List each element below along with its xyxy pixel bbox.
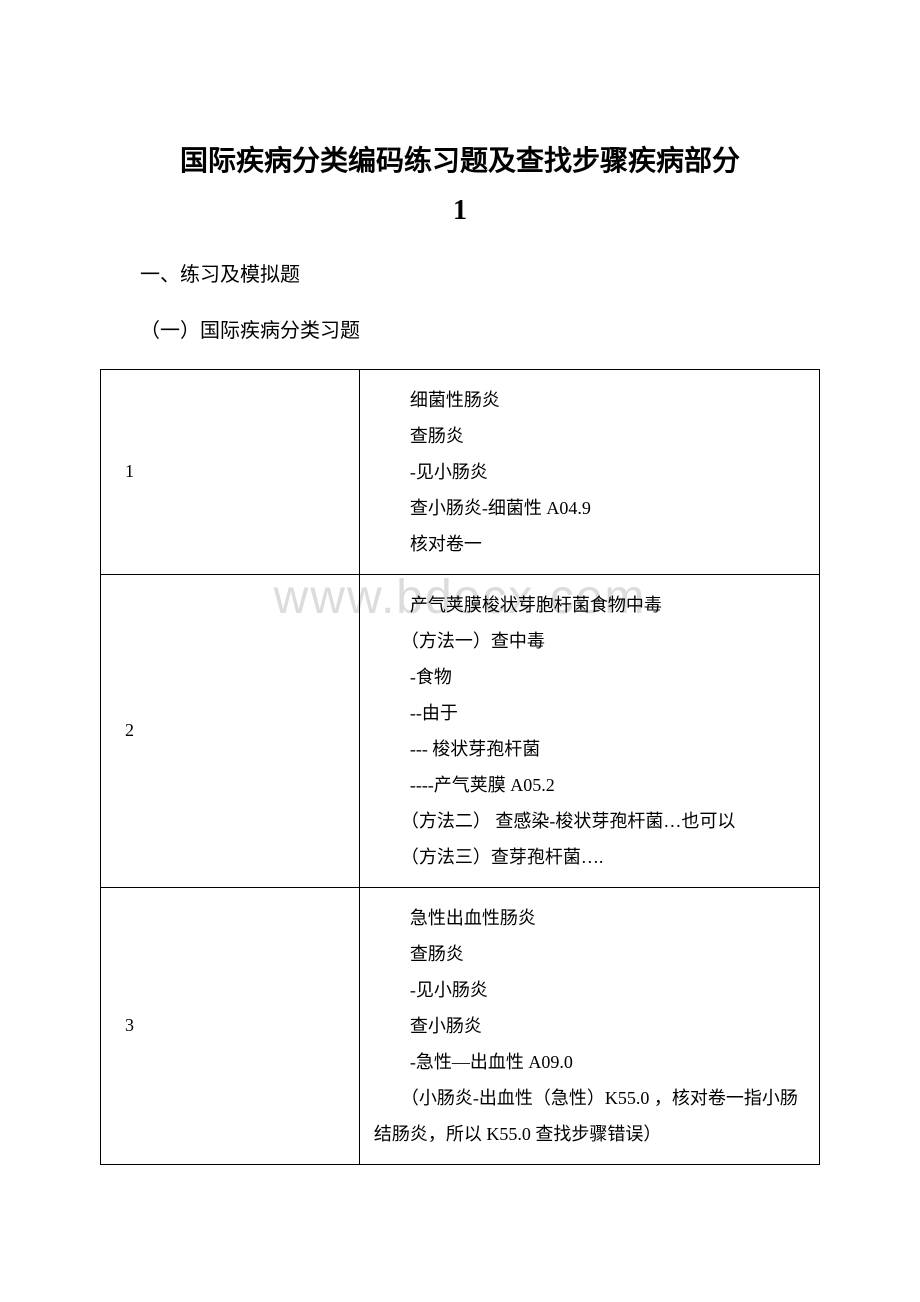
section-heading-1: 一、练习及模拟题 xyxy=(140,257,820,293)
row-number-cell: 1 xyxy=(101,369,360,574)
content-line: 核对卷一 xyxy=(374,526,805,562)
content-line: 急性出血性肠炎 xyxy=(374,900,805,936)
content-line: 查小肠炎 xyxy=(374,1008,805,1044)
content-line: -见小肠炎 xyxy=(374,972,805,1008)
content-line: 查肠炎 xyxy=(374,418,805,454)
content-line: （方法一）查中毒 xyxy=(374,623,805,659)
content-line: ----产气荚膜 A05.2 xyxy=(374,767,805,803)
table-row: 2 产气荚膜梭状芽胞杆菌食物中毒 （方法一）查中毒 -食物 --由于 --- 梭… xyxy=(101,574,820,887)
content-line: 产气荚膜梭状芽胞杆菌食物中毒 xyxy=(374,587,805,623)
content-line: （方法三）查芽孢杆菌…. xyxy=(374,839,805,875)
table-row: 1 细菌性肠炎 查肠炎 -见小肠炎 查小肠炎-细菌性 A04.9 核对卷一 xyxy=(101,369,820,574)
row-number-cell: 3 xyxy=(101,887,360,1164)
content-line: （小肠炎-出血性（急性）K55.0 ，核对卷一指小肠结肠炎，所以 K55.0 查… xyxy=(374,1080,805,1152)
content-line: -见小肠炎 xyxy=(374,454,805,490)
content-line: 查肠炎 xyxy=(374,936,805,972)
document-title-line2: 1 xyxy=(100,195,820,227)
content-line: --- 梭状芽孢杆菌 xyxy=(374,731,805,767)
content-line: 查小肠炎-细菌性 A04.9 xyxy=(374,490,805,526)
content-line: 细菌性肠炎 xyxy=(374,382,805,418)
document-title-line1: 国际疾病分类编码练习题及查找步骤疾病部分 xyxy=(100,140,820,185)
section-heading-2: （一）国际疾病分类习题 xyxy=(140,313,820,349)
row-number-cell: 2 xyxy=(101,574,360,887)
content-line: -急性—出血性 A09.0 xyxy=(374,1044,805,1080)
document-page: 国际疾病分类编码练习题及查找步骤疾病部分 1 一、练习及模拟题 （一）国际疾病分… xyxy=(0,0,920,1225)
content-line: （方法二） 查感染-梭状芽孢杆菌…也可以 xyxy=(374,803,805,839)
row-content-cell: 急性出血性肠炎 查肠炎 -见小肠炎 查小肠炎 -急性—出血性 A09.0 （小肠… xyxy=(359,887,819,1164)
content-line: --由于 xyxy=(374,695,805,731)
table-row: 3 急性出血性肠炎 查肠炎 -见小肠炎 查小肠炎 -急性—出血性 A09.0 （… xyxy=(101,887,820,1164)
row-content-cell: 产气荚膜梭状芽胞杆菌食物中毒 （方法一）查中毒 -食物 --由于 --- 梭状芽… xyxy=(359,574,819,887)
exercise-table: 1 细菌性肠炎 查肠炎 -见小肠炎 查小肠炎-细菌性 A04.9 核对卷一2 产… xyxy=(100,369,820,1165)
row-content-cell: 细菌性肠炎 查肠炎 -见小肠炎 查小肠炎-细菌性 A04.9 核对卷一 xyxy=(359,369,819,574)
content-line: -食物 xyxy=(374,659,805,695)
